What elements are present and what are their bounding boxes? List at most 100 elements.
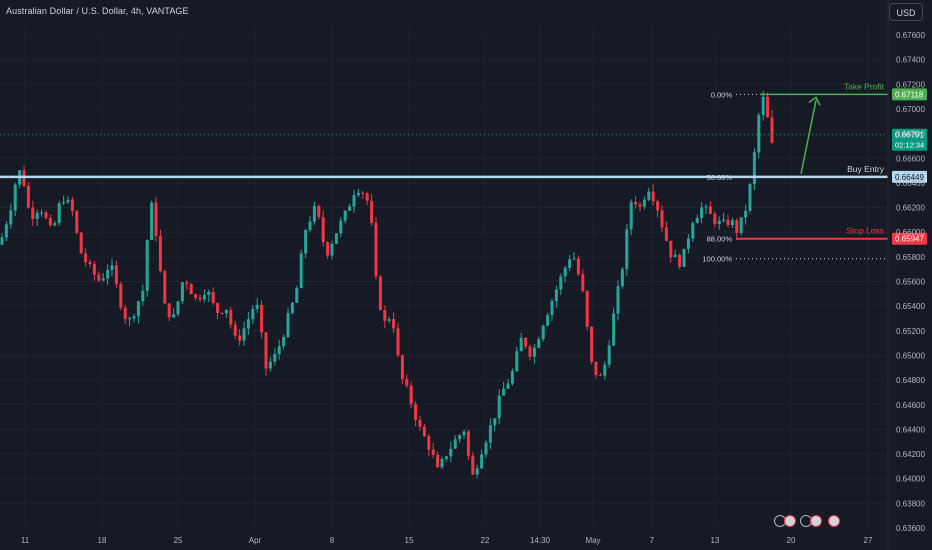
candle-body [414, 404, 418, 421]
candle-body [730, 220, 734, 226]
candle-body [57, 203, 61, 224]
candle-body [572, 258, 576, 260]
flag-icon[interactable] [784, 515, 796, 527]
candle-body [691, 223, 695, 239]
candle-body [110, 265, 114, 270]
candle-body [651, 191, 655, 202]
x-tick-label: 14:30 [530, 536, 551, 545]
candle-body [216, 303, 220, 313]
candle-body [26, 185, 30, 208]
candle-body [242, 328, 246, 341]
y-tick-label: 0.65800 [896, 253, 925, 262]
entry-badge-bg [892, 170, 927, 183]
candle-body [348, 206, 352, 211]
candle-body [304, 229, 308, 254]
candle-body [418, 420, 422, 427]
candle-body [330, 243, 334, 256]
y-tick-label: 0.64000 [896, 475, 925, 484]
price-axis: 0.67600 0.67400 0.67200 0.67000 0.66800 0.666… [887, 0, 925, 550]
flag-icon-3[interactable] [828, 515, 840, 527]
x-tick-label: 27 [864, 536, 873, 545]
candle-body [581, 274, 585, 291]
candle-body [405, 378, 409, 386]
currency-button[interactable]: USD [889, 3, 923, 21]
y-tick-label: 0.64400 [896, 425, 925, 434]
candle-body [277, 346, 281, 355]
x-tick-label: 8 [330, 536, 335, 545]
candle-body [378, 276, 382, 310]
candle-body [295, 288, 299, 303]
candle-body [185, 282, 189, 285]
candle-body [722, 219, 726, 221]
candle-body [31, 207, 35, 219]
candle-body [546, 315, 550, 326]
candle-body [202, 295, 206, 300]
candle-body [488, 425, 492, 443]
candle-body [220, 312, 224, 314]
candle-body [537, 339, 541, 348]
candle-body [101, 278, 105, 281]
candle-body [506, 383, 510, 389]
x-tick-label: Apr [249, 536, 262, 545]
candle-body [224, 309, 228, 314]
candle-body [176, 301, 180, 315]
entry-badge: 0.66449 [895, 173, 924, 182]
candle-body [383, 309, 387, 321]
target-arrow-head [808, 96, 821, 106]
candle-body [700, 207, 704, 218]
candle-body [172, 314, 176, 318]
candle-body [440, 458, 444, 468]
candle-body [739, 217, 743, 234]
candle-body [268, 361, 272, 369]
x-tick-label: 18 [98, 536, 107, 545]
candle-body [458, 435, 462, 440]
candle-body [717, 220, 721, 224]
candle-body [735, 220, 739, 234]
candle-body [656, 201, 660, 211]
y-tick-label: 0.64600 [896, 401, 925, 410]
candle-body [475, 468, 479, 475]
candle-body [40, 212, 44, 214]
candle-body [392, 319, 396, 329]
fib-label: 88.00% [707, 235, 733, 244]
y-tick-label: 0.65200 [896, 327, 925, 336]
candle-body [686, 238, 690, 249]
candle-body [664, 227, 668, 241]
candle-body [321, 217, 325, 243]
candle-body [554, 289, 558, 301]
candle-body [343, 210, 347, 221]
candle-body [400, 355, 404, 379]
flag-icon-2[interactable] [810, 515, 822, 527]
x-tick-label: 11 [21, 536, 30, 545]
candle-body [44, 212, 48, 218]
candle-body [629, 202, 633, 230]
y-tick-label: 0.65400 [896, 302, 925, 311]
candle-body [708, 206, 712, 214]
target-arrow [800, 100, 817, 175]
candle-body [66, 199, 70, 203]
candle-body [453, 439, 457, 449]
stop-loss-label: Stop Loss [846, 226, 884, 236]
stop-loss-badge: 0.65947 [895, 235, 924, 244]
candle-body [150, 202, 154, 241]
candle-body [255, 304, 259, 309]
candle-body [97, 274, 101, 281]
candle-body [365, 193, 369, 201]
candle-body [48, 217, 52, 226]
y-tick-label: 0.63600 [896, 524, 925, 533]
candle-body [638, 204, 642, 207]
candle-body [9, 210, 13, 225]
candle-body [466, 431, 470, 456]
chart-title: Australian Dollar / U.S. Dollar, 4h, VAN… [6, 6, 189, 16]
candle-body [119, 283, 123, 308]
x-tick-label: 15 [405, 536, 414, 545]
candle-body [510, 371, 514, 384]
x-tick-label: 22 [481, 536, 490, 545]
candle-body [616, 286, 620, 314]
candle-body [194, 294, 198, 298]
y-tick-label: 0.66400 [896, 179, 925, 188]
candle-body [114, 265, 118, 284]
x-tick-label: 25 [174, 536, 183, 545]
candle-body [748, 184, 752, 211]
